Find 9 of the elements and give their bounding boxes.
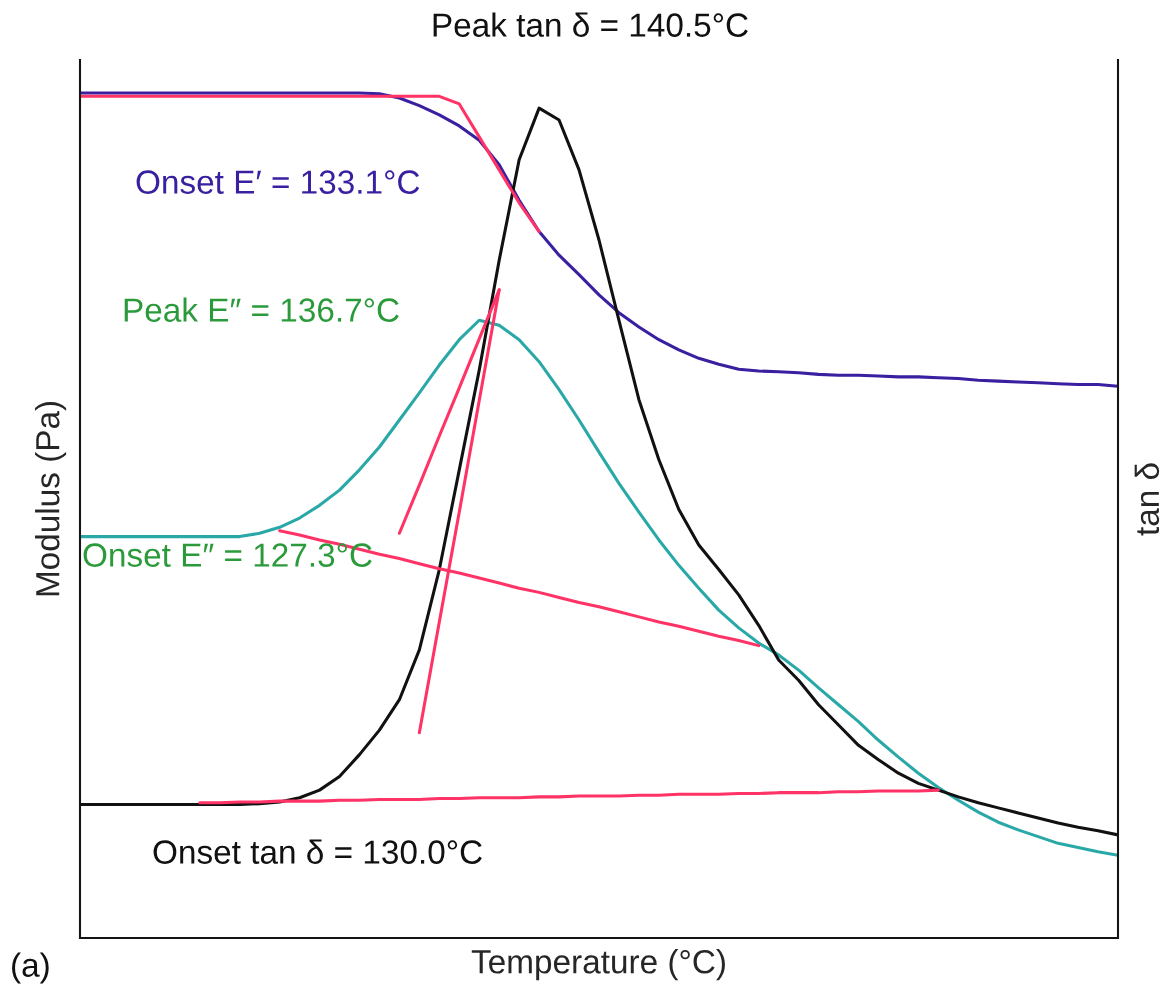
annotation: Onset tan δ = 130.0°C <box>153 839 482 864</box>
annotation: Peak E″ = 136.7°C <box>124 297 399 322</box>
y2-axis-title: tan δ <box>1134 463 1160 536</box>
text: (a) <box>12 952 49 984</box>
x-axis-title: Temperature (°C) <box>471 949 725 981</box>
annotation: Onset E′ = 133.1°C <box>136 170 420 194</box>
y-axis-title: Modulus (Pa) <box>35 401 67 596</box>
text: Peak tan δ = 140.5°C <box>433 12 748 37</box>
annotation: Onset E″ = 127.3°C <box>83 543 372 567</box>
